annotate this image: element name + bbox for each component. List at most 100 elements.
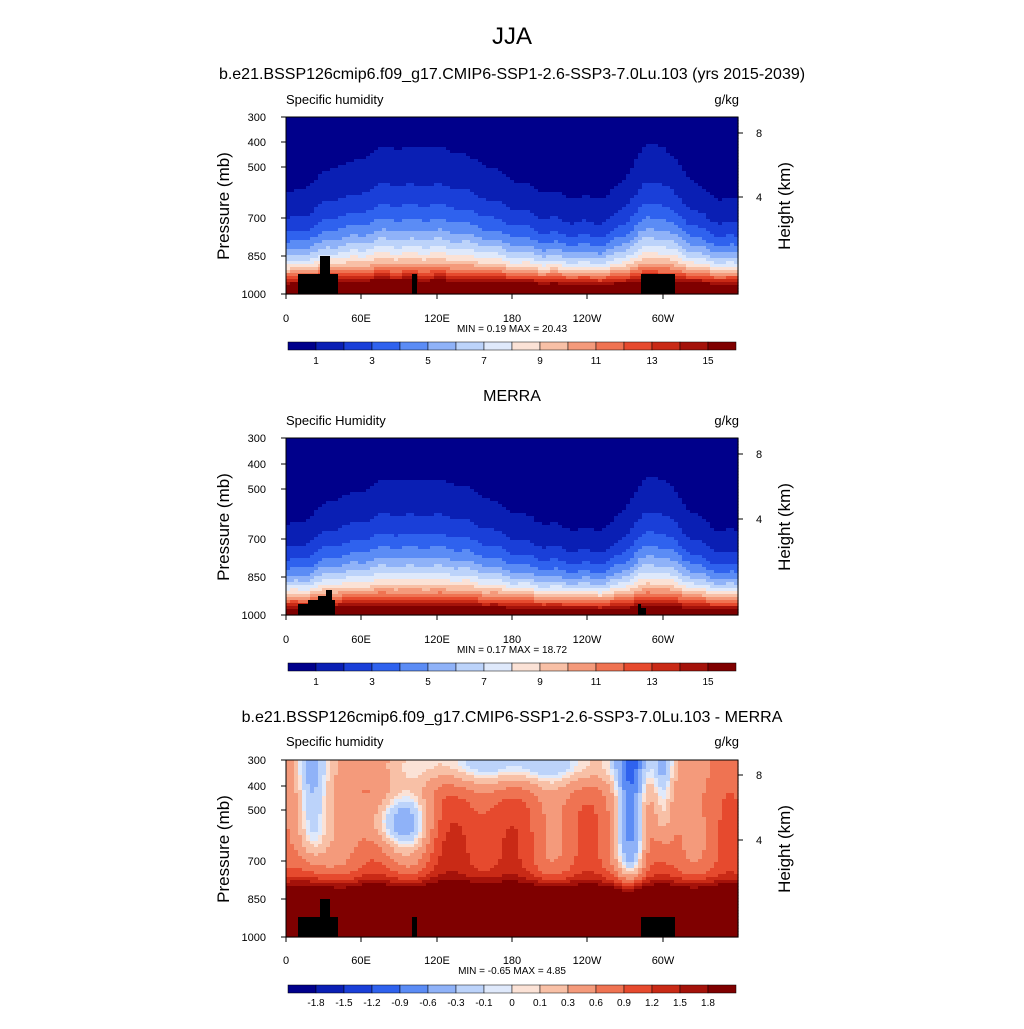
contour-cell: [338, 228, 383, 232]
contour-cell: [614, 802, 619, 806]
contour-cell: [302, 790, 307, 794]
contour-cell: [622, 838, 627, 842]
contour-cell: [642, 787, 647, 791]
contour-cell: [670, 231, 687, 235]
heatmap-field: [286, 760, 739, 938]
contour-cell: [642, 790, 647, 794]
contour-cell: [546, 823, 563, 827]
contour-cell: [318, 222, 371, 226]
contour-cell: [678, 213, 707, 217]
contour-cell: [498, 772, 531, 776]
contour-cell: [566, 570, 579, 574]
contour-cell: [446, 258, 503, 262]
contour-cell: [718, 883, 739, 887]
contour-cell: [562, 829, 579, 833]
contour-cell: [682, 198, 719, 202]
contour-cell: [342, 555, 483, 559]
contour-cell: [626, 255, 639, 259]
contour-cell: [614, 865, 619, 869]
contour-cell: [634, 799, 639, 803]
contour-cell: [286, 790, 295, 794]
contour-cell: [306, 808, 323, 812]
contour-cell: [682, 573, 707, 577]
contour-cell: [646, 555, 655, 559]
contour-cell: [470, 856, 503, 860]
contour-cell: [614, 853, 619, 857]
contour-cell: [402, 204, 419, 208]
contour-cell: [330, 778, 335, 782]
contour-cell: [686, 507, 739, 511]
contour-cell: [414, 823, 419, 827]
contour-cell: [354, 850, 383, 854]
contour-cell: [666, 150, 739, 154]
contour-cell: [498, 775, 527, 779]
contour-cell: [506, 549, 567, 553]
y2-tick-label: 8: [756, 770, 762, 782]
contour-cell: [610, 817, 615, 821]
contour-cell: [374, 823, 383, 827]
contour-cell: [606, 255, 627, 259]
contour-cell: [306, 832, 323, 836]
contour-cell: [562, 192, 611, 196]
contour-cell: [538, 784, 567, 788]
contour-cell: [634, 543, 679, 547]
contour-cell: [682, 216, 707, 220]
contour-cell: [442, 513, 527, 517]
contour-cell: [398, 862, 419, 866]
contour-cell: [642, 760, 647, 764]
y2-axis-ticks: 8 4: [738, 770, 762, 847]
contour-cell: [358, 255, 367, 259]
x-tick-label: 120W: [573, 634, 602, 646]
contour-cell: [314, 225, 347, 229]
y-tick-marks: [281, 116, 286, 295]
contour-cell: [386, 817, 395, 821]
contour-cell: [286, 177, 319, 181]
contour-cell: [502, 531, 631, 535]
contour-cell: [386, 823, 395, 827]
contour-cell: [598, 606, 603, 610]
contour-cell: [642, 252, 659, 256]
panel-units-label: g/kg: [714, 92, 739, 107]
colorbar-label: 7: [481, 356, 487, 367]
contour-cell: [366, 489, 475, 493]
contour-cell: [502, 838, 519, 842]
contour-cell: [474, 234, 511, 238]
contour-cell: [330, 775, 335, 779]
contour-cell: [314, 261, 347, 265]
contour-cell: [546, 829, 563, 833]
contour-cell: [622, 243, 635, 247]
contour-cell: [642, 778, 647, 782]
contour-cell: [470, 880, 503, 884]
x-tick-marks: [285, 937, 664, 942]
contour-cell: [474, 249, 507, 253]
contour-cell: [698, 210, 739, 214]
contour-cell: [322, 579, 375, 583]
contour-cell: [646, 531, 655, 535]
contour-cell: [706, 213, 739, 217]
contour-cell: [418, 805, 423, 809]
contour-cell: [678, 159, 739, 163]
contour-cell: [450, 231, 503, 235]
contour-cell: [322, 802, 327, 806]
contour-cell: [286, 838, 291, 842]
contour-cell: [626, 766, 639, 770]
contour-cell: [390, 775, 407, 779]
contour-cell: [718, 832, 739, 836]
panel-units-label: g/kg: [714, 734, 739, 749]
contour-cell: [454, 567, 459, 571]
contour-cell: [362, 838, 367, 842]
heatmap-field: [286, 117, 739, 295]
contour-cell: [614, 763, 623, 767]
contour-cell: [398, 844, 415, 848]
contour-cell: [286, 558, 291, 562]
contour-cell: [610, 856, 615, 860]
contour-cell: [374, 219, 395, 223]
contour-cell: [570, 793, 603, 797]
contour-cell: [534, 579, 611, 583]
contour-cell: [530, 772, 539, 776]
contour-cell: [422, 820, 427, 824]
contour-cell: [366, 561, 475, 565]
contour-cell: [506, 766, 523, 770]
contour-cell: [678, 543, 707, 547]
contour-cell: [606, 868, 615, 872]
